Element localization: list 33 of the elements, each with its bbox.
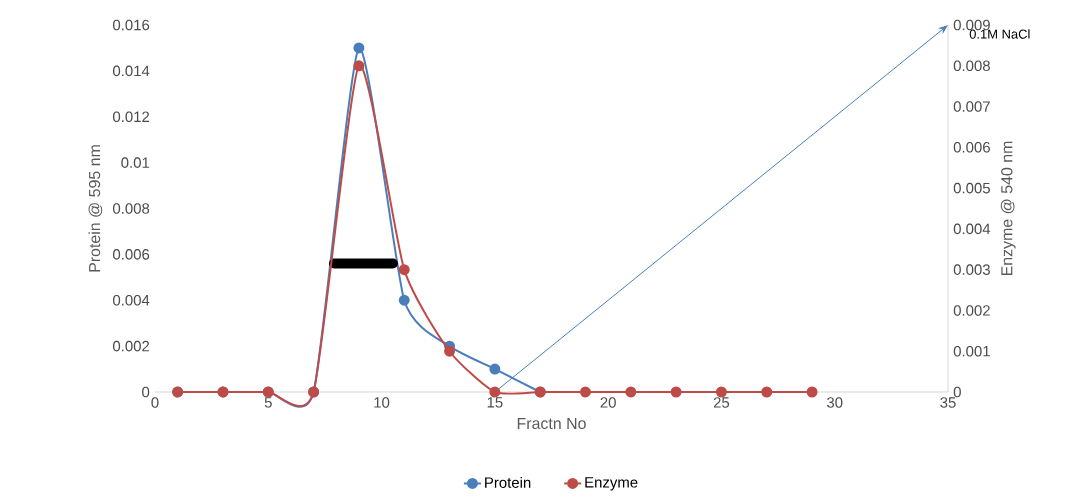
text: 0.1M NaCl <box>969 29 1030 39</box>
y-tick-label: 0 <box>142 386 150 398</box>
y2-tick-label: 0.005 <box>953 182 990 194</box>
y-tick-label: 0.006 <box>113 249 150 260</box>
y2-tick-label: 0.008 <box>953 60 990 72</box>
y-tick-label: 0.01 <box>121 157 150 168</box>
y2-tick-label: 0 <box>953 386 961 398</box>
x-tick-label: 35 <box>940 397 956 408</box>
x-tick-label: 5 <box>264 397 272 408</box>
y2-tick-label: 0.001 <box>953 345 990 357</box>
x-axis-title: Fractn No <box>517 417 586 430</box>
x-tick-label: 20 <box>600 397 616 408</box>
y-tick-label: 0.014 <box>113 65 150 77</box>
legend-label: Protein <box>485 476 531 488</box>
y2-tick-label: 0.002 <box>953 305 990 316</box>
y2-tick-label: 0.009 <box>953 19 990 31</box>
x-tick-label: 25 <box>713 397 730 408</box>
y-tick-label: 0.008 <box>113 203 150 214</box>
y2-tick-label: 0.007 <box>953 101 990 112</box>
x-tick-label: 0 <box>151 397 159 408</box>
y2-axis-title: Enzyme @ 540 nm <box>1000 141 1016 276</box>
x-tick-label: 30 <box>826 397 843 408</box>
x-tick-label: 10 <box>374 397 390 408</box>
y2-tick-label: 0.004 <box>953 223 991 235</box>
y-tick-label: 0.004 <box>113 294 150 306</box>
y-axis-title: Protein @ 595 nm <box>88 145 103 272</box>
y-tick-label: 0.012 <box>113 111 150 123</box>
y-tick-label: 0.016 <box>113 19 150 31</box>
y2-tick-label: 0.003 <box>953 264 990 275</box>
x-tick-label: 15 <box>487 397 503 408</box>
y2-tick-label: 0.006 <box>953 142 990 153</box>
y-tick-label: 0.002 <box>113 340 150 352</box>
legend-label: Enzyme <box>585 477 638 491</box>
